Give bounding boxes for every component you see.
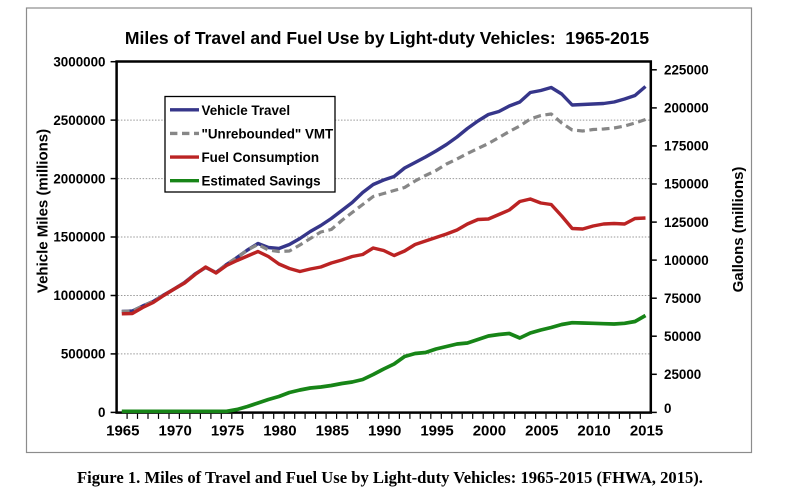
svg-text:1500000: 1500000 <box>53 230 105 245</box>
svg-text:1995: 1995 <box>420 422 453 439</box>
svg-text:50000: 50000 <box>664 329 701 344</box>
svg-text:2005: 2005 <box>525 422 558 439</box>
svg-text:100000: 100000 <box>664 253 709 268</box>
svg-text:Fuel Consumption: Fuel Consumption <box>202 150 320 165</box>
svg-text:1980: 1980 <box>263 422 296 439</box>
svg-text:125000: 125000 <box>664 215 709 230</box>
svg-text:1970: 1970 <box>159 422 192 439</box>
svg-text:1990: 1990 <box>368 422 401 439</box>
svg-text:2010: 2010 <box>577 422 610 439</box>
svg-text:Vehicle Travel: Vehicle Travel <box>202 103 291 118</box>
svg-text:"Unrebounded" VMT: "Unrebounded" VMT <box>202 126 335 141</box>
svg-text:2500000: 2500000 <box>53 113 105 128</box>
svg-text:3000000: 3000000 <box>53 54 105 69</box>
svg-text:Vehicle Miles (millions): Vehicle Miles (millions) <box>35 129 52 293</box>
svg-text:2000000: 2000000 <box>53 171 105 186</box>
svg-text:Figure 1. Miles of Travel and: Figure 1. Miles of Travel and Fuel Use b… <box>77 468 703 487</box>
svg-text:0: 0 <box>664 401 671 416</box>
svg-text:500000: 500000 <box>61 347 106 362</box>
svg-text:150000: 150000 <box>664 177 709 192</box>
svg-text:1000000: 1000000 <box>53 288 105 303</box>
svg-text:225000: 225000 <box>664 63 709 78</box>
svg-text:Gallons (millions): Gallons (millions) <box>730 167 747 293</box>
svg-text:1975: 1975 <box>211 422 244 439</box>
svg-text:0: 0 <box>98 405 105 420</box>
svg-text:75000: 75000 <box>664 291 701 306</box>
svg-text:Miles of Travel and Fuel Use b: Miles of Travel and Fuel Use by Light-du… <box>125 28 649 48</box>
svg-text:1965: 1965 <box>106 422 139 439</box>
svg-text:1985: 1985 <box>316 422 349 439</box>
svg-text:200000: 200000 <box>664 101 709 116</box>
svg-text:Estimated Savings: Estimated Savings <box>202 174 321 189</box>
svg-text:25000: 25000 <box>664 367 701 382</box>
svg-text:175000: 175000 <box>664 139 709 154</box>
svg-text:2000: 2000 <box>473 422 506 439</box>
svg-text:2015: 2015 <box>630 422 663 439</box>
